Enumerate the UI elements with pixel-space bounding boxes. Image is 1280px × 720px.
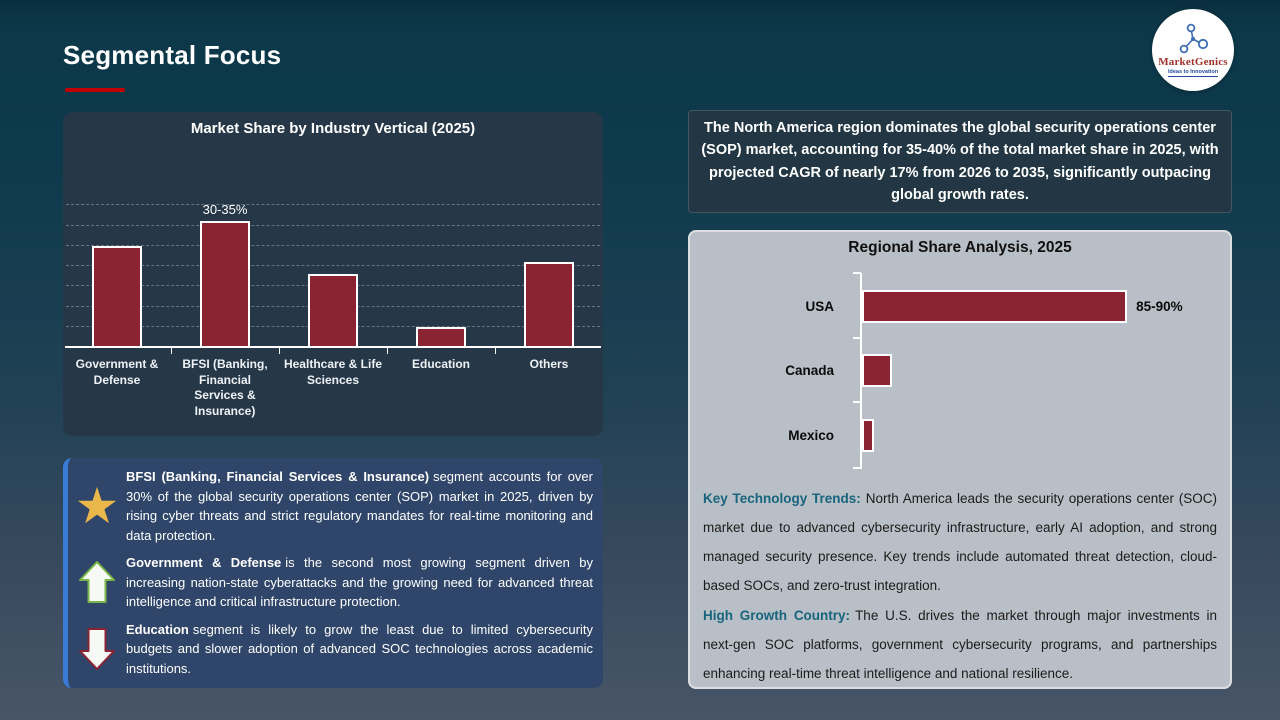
regional-category-label: Canada: [785, 363, 834, 379]
industry-category-label: BFSI (Banking, Financial Services & Insu…: [182, 357, 268, 418]
insight-text: Government & Defense is the second most g…: [126, 553, 595, 612]
bar-data-label: 85-90%: [1136, 298, 1183, 314]
note-body: North America leads the security operati…: [703, 491, 1217, 593]
regional-category-label: USA: [805, 298, 834, 314]
industry-bar-column: [279, 112, 387, 347]
industry-bar: [524, 261, 574, 347]
note-label: Key Technology Trends:: [703, 491, 861, 506]
regional-analysis-panel: Regional Share Analysis, 2025 USA 85-90% C…: [688, 230, 1232, 689]
industry-chart-category-labels: Government & Defense BFSI (Banking, Finan…: [63, 357, 603, 419]
regional-chart-rows: USA 85-90% Canada Mexico: [690, 274, 1230, 468]
marketgenics-logo: MarketGenics Ideas to Innovation: [1152, 9, 1234, 91]
note-label: High Growth Country:: [703, 608, 851, 623]
star-icon: ★: [74, 478, 120, 534]
molecule-icon: [1179, 23, 1209, 54]
regional-chart-title: Regional Share Analysis, 2025: [848, 239, 1072, 256]
note-high-growth-country: High Growth Country: The U.S. drives the …: [703, 601, 1217, 688]
industry-bar-column: [387, 112, 495, 347]
arrow-up-icon: [68, 559, 126, 605]
industry-bar: [92, 245, 142, 347]
regional-bar-row: Mexico: [690, 403, 1230, 468]
arrow-down-icon: [68, 626, 126, 672]
logo-tagline: Ideas to Innovation: [1167, 69, 1219, 77]
industry-bar: [200, 221, 250, 347]
regional-bar-row: USA 85-90%: [690, 274, 1230, 339]
x-axis-tick: [495, 348, 496, 354]
insight-lead: Education: [126, 621, 189, 637]
industry-category-label: Education: [411, 357, 470, 371]
note-technology-trends: Key Technology Trends: North America lead…: [703, 484, 1217, 600]
regional-bar-row: Canada: [690, 339, 1230, 404]
title-accent-bar: [65, 88, 125, 92]
gridline: [66, 204, 600, 206]
x-axis-tick: [171, 348, 172, 354]
logo-name: MarketGenics: [1158, 56, 1228, 68]
regional-bar: [862, 418, 875, 452]
north-america-callout: The North America region dominates the g…: [688, 110, 1232, 213]
regional-category-label: Mexico: [788, 427, 834, 443]
industry-chart-x-axis: [65, 346, 601, 348]
insight-item-bfsi: ★ BFSI (Banking, Financial Services & In…: [68, 467, 595, 545]
insight-item-education: Education segment is likely to grow the l…: [68, 620, 595, 679]
segment-insights-box: ★ BFSI (Banking, Financial Services & In…: [63, 458, 603, 688]
bar-data-label: 30-35%: [202, 202, 248, 218]
regional-bar: [862, 354, 893, 388]
gridline: [66, 224, 600, 226]
gridline: [66, 265, 600, 266]
industry-bar-column: [495, 112, 603, 347]
industry-category-label: Government & Defense: [75, 357, 159, 387]
industry-bar: [416, 326, 466, 347]
industry-category-label: Healthcare & Life Sciences: [283, 357, 383, 387]
x-axis-tick: [279, 348, 280, 354]
x-axis-tick: [387, 348, 388, 354]
insight-body: segment accounts for over 30% of the glo…: [126, 469, 593, 543]
note-body: The U.S. drives the market through major…: [703, 608, 1218, 681]
insight-item-government: Government & Defense is the second most g…: [68, 553, 595, 612]
insight-lead: Government & Defense: [126, 555, 282, 570]
callout-text: The North America region dominates the g…: [701, 119, 1219, 204]
industry-chart-panel: Market Share by Industry Vertical (2025)…: [63, 112, 603, 436]
insight-body: is the second most growing segment drive…: [126, 555, 594, 609]
page-title: Segmental Focus: [63, 40, 282, 70]
insight-body: segment is likely to grow the least due …: [126, 621, 593, 676]
industry-chart-bars: 30-35%: [63, 112, 603, 347]
industry-category-label: Others: [529, 357, 569, 371]
insight-text: BFSI (Banking, Financial Services & Insu…: [126, 467, 595, 545]
industry-bar-column: 30-35%: [171, 112, 279, 347]
regional-notes: Key Technology Trends: North America lead…: [703, 484, 1217, 688]
gridline: [66, 244, 600, 246]
insight-text: Education segment is likely to grow the l…: [126, 620, 595, 679]
regional-chart-y-axis: [860, 273, 862, 469]
insight-lead: BFSI (Banking, Financial Services & Insu…: [126, 469, 430, 484]
industry-bar: [308, 274, 358, 347]
industry-chart-title: Market Share by Industry Vertical (2025): [190, 120, 476, 137]
regional-bar: [862, 289, 1128, 323]
industry-bar-column: [63, 112, 171, 347]
